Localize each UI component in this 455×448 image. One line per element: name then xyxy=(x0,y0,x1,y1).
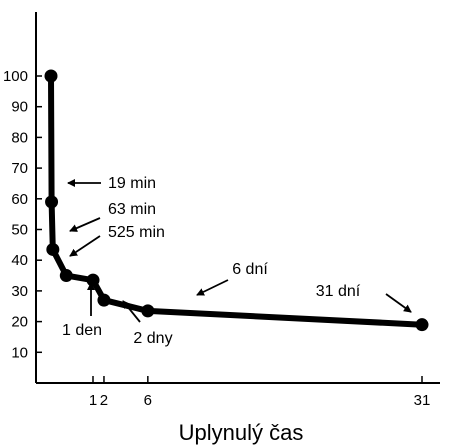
y-tick-label: 10 xyxy=(11,344,28,361)
x-tick-label: 6 xyxy=(144,392,152,409)
y-tick-label: 50 xyxy=(11,222,28,239)
data-point xyxy=(415,318,429,332)
annotation-label: 1 den xyxy=(62,322,102,339)
annotation-label: 6 dní xyxy=(232,261,268,278)
annotation-label: 63 min xyxy=(108,201,156,218)
data-point xyxy=(46,242,60,256)
annotation-label: 19 min xyxy=(108,175,156,192)
annotation-arrow xyxy=(69,235,101,257)
annotation-label: 2 dny xyxy=(133,330,172,347)
y-tick-label: 40 xyxy=(11,252,28,269)
data-point xyxy=(45,195,59,209)
y-tick-label: 70 xyxy=(11,160,28,177)
x-tick-label: 1 xyxy=(89,392,97,409)
x-axis-label: Uplynulý čas xyxy=(179,420,304,445)
annotation-arrow xyxy=(385,293,412,313)
data-point xyxy=(86,273,100,287)
annotations: 19 min 63 min 525 min 1 den 2 dny 6 dní 31 dní xyxy=(62,175,412,347)
y-tick-label: 80 xyxy=(11,129,28,146)
x-ticks: 1 2 6 31 xyxy=(89,376,431,409)
x-tick-label: 2 xyxy=(100,392,108,409)
annotation-arrow xyxy=(196,279,229,296)
y-tick-label: 90 xyxy=(11,99,28,116)
data-point xyxy=(97,293,111,307)
data-point xyxy=(44,69,58,83)
y-tick-label: 100 xyxy=(3,68,28,85)
x-tick-label: 31 xyxy=(414,392,431,409)
annotation-arrow xyxy=(69,217,101,232)
annotation-arrow xyxy=(122,300,141,323)
y-ticks: 10 20 30 40 50 60 70 80 90 100 xyxy=(3,68,42,361)
y-tick-label: 60 xyxy=(11,191,28,208)
y-tick-label: 30 xyxy=(11,283,28,300)
annotation-label: 525 min xyxy=(108,224,165,241)
annotation-label: 31 dní xyxy=(316,283,361,300)
data-points xyxy=(44,69,429,332)
y-tick-label: 20 xyxy=(11,314,28,331)
data-point xyxy=(59,269,73,283)
data-point xyxy=(141,304,155,318)
series-line xyxy=(48,73,425,328)
